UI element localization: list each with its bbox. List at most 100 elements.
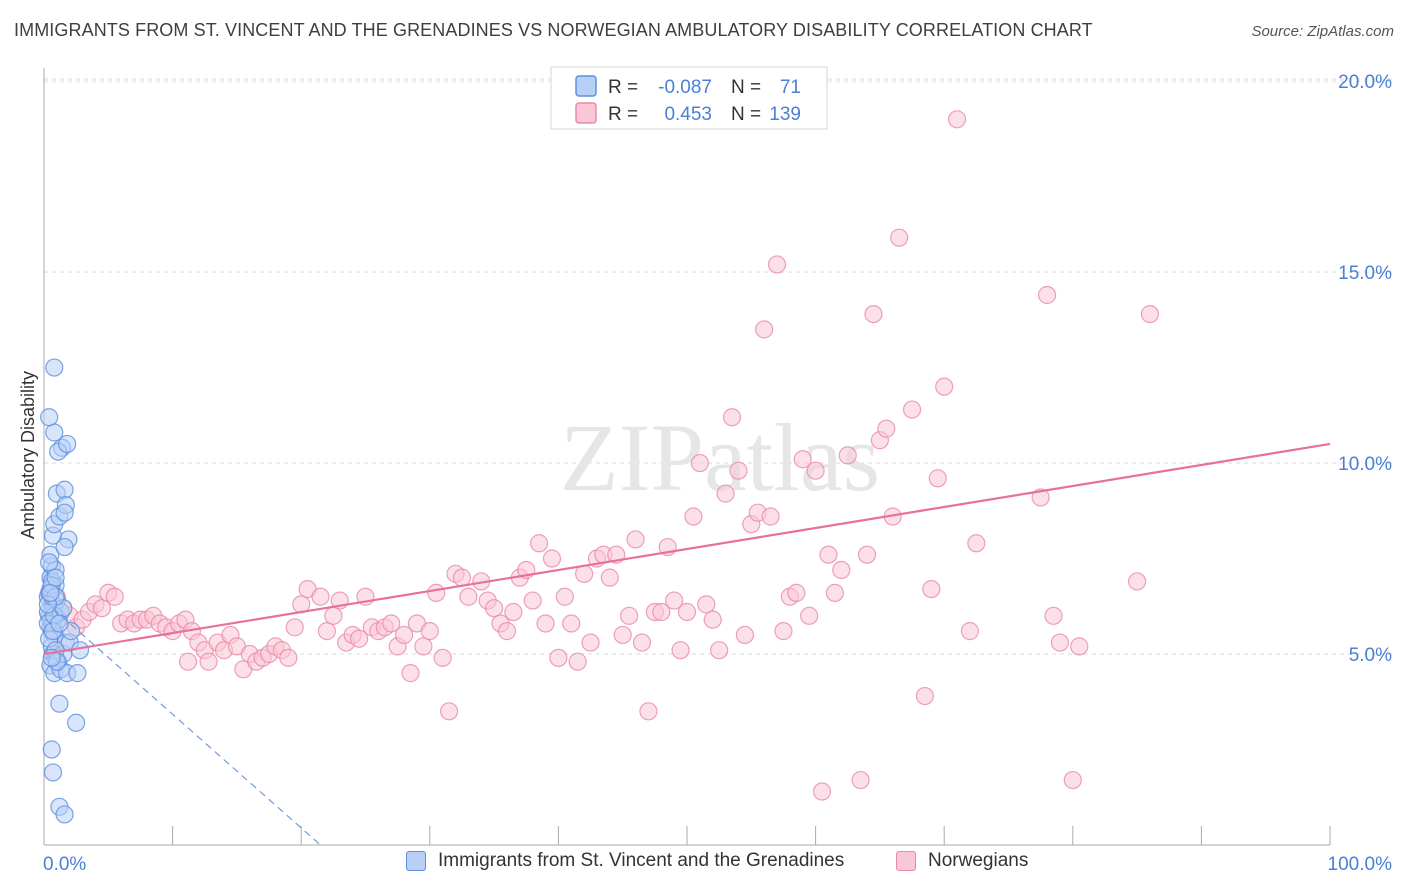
norwegians-point [439,702,459,721]
norwegians-point [761,507,780,526]
norwegians-point [504,602,523,622]
legend-n-value: 71 [780,77,801,98]
norwegians-point [349,629,369,648]
immigrants-point [42,740,61,759]
norwegians-point [1050,633,1070,652]
norwegians-point [105,587,124,606]
norwegians-point [722,408,742,427]
norwegians-point [497,622,517,641]
immigrants-point [40,408,59,427]
immigrants-point [41,583,60,603]
norwegians-point [620,606,639,625]
norwegians-point [774,622,793,641]
legend-r-value: 0.453 [664,104,712,125]
immigrants-point [67,713,86,732]
y-tick-label: 5.0% [1349,645,1392,666]
norwegians-point [542,549,562,568]
axis-layer: 5.0% 10.0% 15.0% 20.0% 0.0% 100.0% Ambulatory … [18,68,1392,875]
norwegians-point [716,484,735,503]
norwegians-point [857,545,877,564]
legend-label-norwegians: Norwegians [928,850,1029,871]
immigrants-point [55,805,74,824]
norwegians-point [311,587,330,606]
norwegians-point [178,652,198,671]
norwegians-point [677,602,697,622]
norwegians-point [562,614,581,633]
norwegians-point [459,587,478,606]
norwegians-point [420,622,439,641]
immigrants-point [46,568,65,587]
norwegians-point [755,320,774,339]
chart-title: IMMIGRANTS FROM ST. VINCENT AND THE GREN… [14,20,1093,40]
norwegians-point [555,587,574,606]
norwegians-point [787,583,806,603]
norwegians-point [1063,770,1082,790]
norwegians-point [613,625,632,645]
immigrants-point [55,537,74,557]
norwegians-point [928,469,947,488]
norwegians-point [1037,285,1057,305]
norwegians-point [767,255,787,274]
norwegians-point [600,568,619,587]
norwegians-point [536,614,555,633]
norwegians-point [199,652,218,671]
norwegians-point [922,579,941,599]
norwegians-point [825,583,844,603]
legend-n-label: N = [731,104,761,125]
norwegians-point [793,450,812,469]
norwegians-point [452,568,472,587]
norwegians-point [665,591,684,610]
norwegians-point [729,461,748,480]
norwegians-point [1044,606,1063,625]
norwegians-point [279,648,298,667]
legend-pink-swatch [575,102,597,124]
series-legend: Immigrants from St. Vincent and the Gren… [0,850,1406,880]
y-tick-label: 15.0% [1338,263,1392,284]
norwegians-point [394,625,414,645]
immigrants-point [68,664,87,683]
norwegians-point [632,633,652,652]
norwegians-point [902,400,922,419]
legend-r-label: R = [608,77,638,98]
legend-n-label: N = [731,77,761,98]
x-tick-label: 0.0% [43,854,86,875]
legend-r-value: -0.087 [658,77,712,98]
norwegians-point [890,228,909,247]
norwegians-point [806,461,825,480]
norwegians-point [851,770,870,790]
immigrants-trend-line [43,600,321,846]
norwegians-point [92,599,111,618]
norwegians-point [935,377,954,396]
y-tick-label: 10.0% [1338,454,1392,475]
norwegians-point [915,686,935,706]
norwegians-point [1031,488,1050,507]
norwegians-point [960,622,980,641]
source-label: Source: ZipAtlas.com [1251,23,1394,40]
norwegians-point [703,610,722,629]
immigrants-point [55,480,74,499]
norwegians-point [568,652,587,671]
immigrants-point [43,763,63,782]
norwegians-point [530,534,549,553]
trend-layer [43,442,1331,846]
immigrants-point [50,614,69,633]
norwegians-point [684,507,703,526]
immigrants-point [45,358,64,377]
immigrants-point [55,503,74,522]
legend-item-immigrants: Immigrants from St. Vincent and the Gren… [406,850,844,872]
norwegians-point [877,419,896,438]
immigrants-point [40,553,59,572]
norwegians-point [433,648,452,667]
norwegians-point [838,446,857,465]
norwegians-point [382,614,401,633]
norwegians-point [285,618,304,637]
norwegians-point [671,641,690,660]
norwegians-point [947,110,967,129]
norwegians-point [626,530,645,549]
legend-blue-swatch [575,75,597,97]
norwegians-point [549,648,568,667]
y-axis-label: Ambulatory Disability [18,371,38,539]
norwegians-point [414,637,433,656]
x-tick-label: 100.0% [1328,854,1393,875]
